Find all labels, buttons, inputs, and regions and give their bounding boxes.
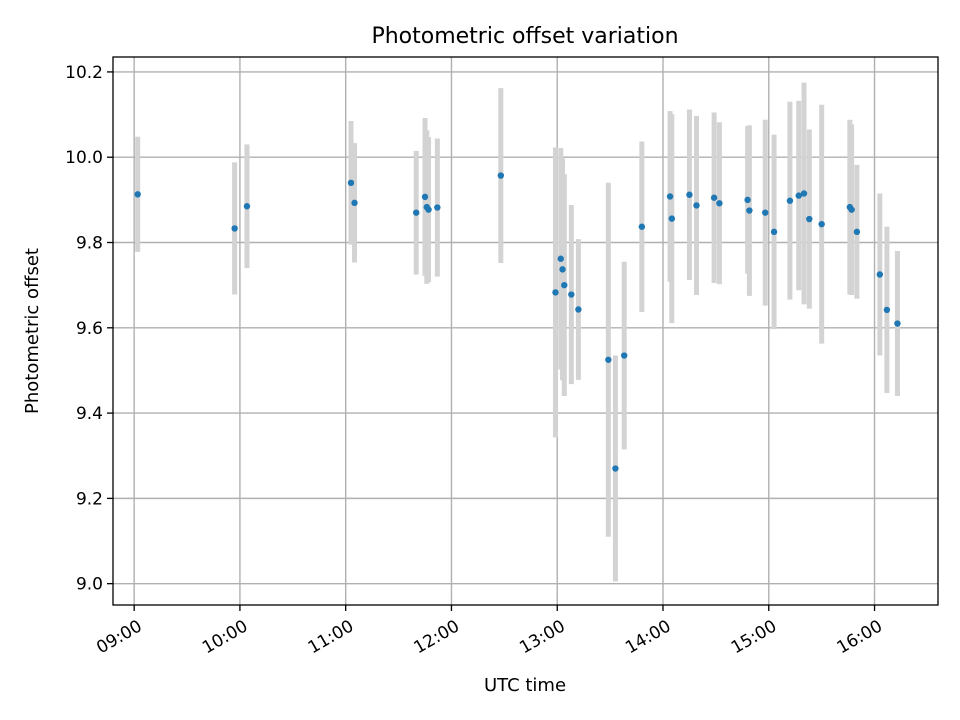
data-point — [575, 306, 582, 313]
y-tick-label: 10.0 — [65, 148, 103, 168]
grid — [113, 57, 938, 605]
x-tick-label: 12:00 — [411, 616, 463, 658]
x-tick-label: 10:00 — [199, 616, 251, 658]
data-point — [561, 281, 568, 289]
data-point — [762, 209, 769, 216]
data-point — [638, 223, 646, 230]
y-tick-label: 9.0 — [76, 575, 103, 595]
data-point — [347, 179, 355, 187]
data-point — [434, 204, 441, 211]
data-point — [818, 220, 825, 228]
y-tick-label: 9.8 — [76, 234, 103, 254]
data-point — [770, 228, 778, 236]
data-point — [668, 215, 676, 222]
data-point — [568, 291, 575, 298]
y-tick-label: 9.2 — [76, 489, 103, 509]
data-point — [413, 209, 420, 216]
x-tick-label: 09:00 — [93, 616, 145, 658]
data-point — [612, 465, 619, 472]
data-point — [786, 197, 794, 204]
x-tick-label: 15:00 — [728, 616, 780, 658]
data-point — [744, 196, 751, 204]
y-tick-label: 9.6 — [76, 319, 103, 339]
plot-frame — [112, 56, 939, 606]
data-point — [557, 255, 564, 262]
data-point — [243, 203, 251, 210]
data-point — [693, 202, 700, 209]
data-point — [806, 215, 813, 223]
data-point — [876, 271, 884, 278]
data-point — [134, 191, 141, 198]
data-point — [800, 190, 808, 197]
data-point — [686, 191, 693, 198]
x-tick-label: 16:00 — [834, 616, 886, 658]
data-point — [848, 206, 855, 213]
data-point — [421, 193, 429, 201]
data-point — [710, 194, 718, 201]
data-point — [351, 199, 358, 207]
data-point — [559, 266, 566, 273]
data-point — [894, 320, 901, 327]
x-tick-label: 13:00 — [516, 616, 568, 658]
chart-title: Photometric offset variation — [371, 24, 678, 49]
x-tick-label: 14:00 — [622, 616, 674, 658]
y-tick-label: 9.4 — [76, 404, 103, 424]
data-points — [134, 172, 901, 472]
data-point — [746, 207, 753, 214]
x-axis-label: UTC time — [484, 675, 566, 696]
data-point — [795, 192, 802, 199]
y-tick-label: 10.2 — [65, 63, 103, 83]
data-point — [853, 228, 861, 236]
data-point — [605, 356, 612, 363]
x-tick-label: 11:00 — [305, 616, 357, 658]
y-axis-label: Photometric offset — [22, 248, 43, 414]
data-point — [497, 172, 505, 179]
data-point — [666, 193, 674, 200]
data-point — [231, 225, 238, 232]
data-point — [425, 206, 432, 213]
data-point — [552, 289, 559, 296]
data-point — [621, 352, 628, 359]
data-point — [883, 306, 891, 314]
data-point — [716, 200, 723, 207]
